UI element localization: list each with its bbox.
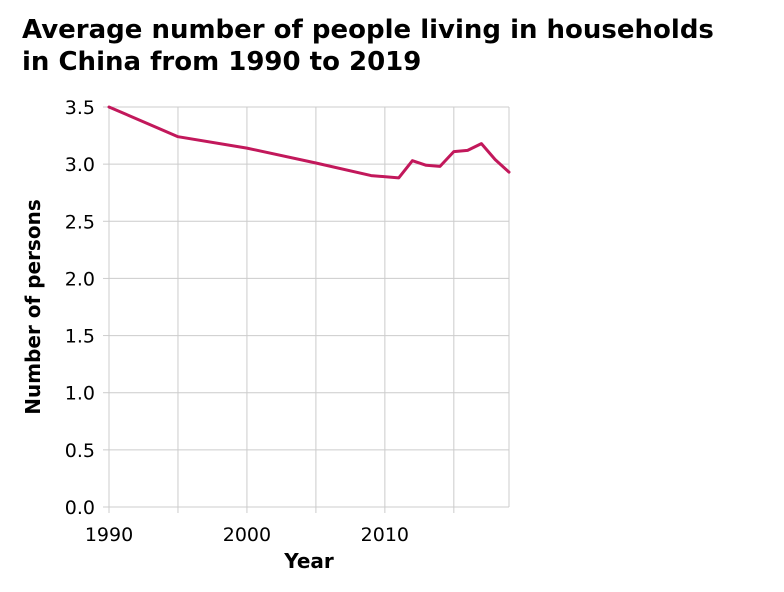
x-tick-label: 2010 xyxy=(361,524,409,546)
y-tick-label: 3.0 xyxy=(65,154,95,176)
x-axis-ticks: 1990 2000 2010 xyxy=(85,507,455,546)
y-tick-label: 0.0 xyxy=(65,497,95,519)
chart-title-line-1: Average number of people living in house… xyxy=(22,15,714,45)
chart-title-line-2: in China from 1990 to 2019 xyxy=(22,47,422,77)
grid-lines xyxy=(108,106,510,508)
series-line xyxy=(107,105,511,180)
y-tick-label: 3.5 xyxy=(65,97,95,119)
y-tick-label: 1.5 xyxy=(65,326,95,348)
y-axis-label: Number of persons xyxy=(21,199,45,414)
x-tick-label: 1990 xyxy=(85,524,133,546)
y-axis-ticks: 0.0 0.5 1.0 1.5 2.0 2.5 3.0 3.5 xyxy=(65,97,109,519)
y-tick-label: 1.0 xyxy=(65,383,95,405)
x-tick-label: 2000 xyxy=(223,524,271,546)
y-tick-label: 0.5 xyxy=(65,440,95,462)
x-axis-label: Year xyxy=(283,549,334,573)
y-tick-label: 2.0 xyxy=(65,268,95,290)
chart-title: Average number of people living in house… xyxy=(22,14,782,78)
y-tick-label: 2.5 xyxy=(65,211,95,233)
series-group xyxy=(107,105,511,180)
